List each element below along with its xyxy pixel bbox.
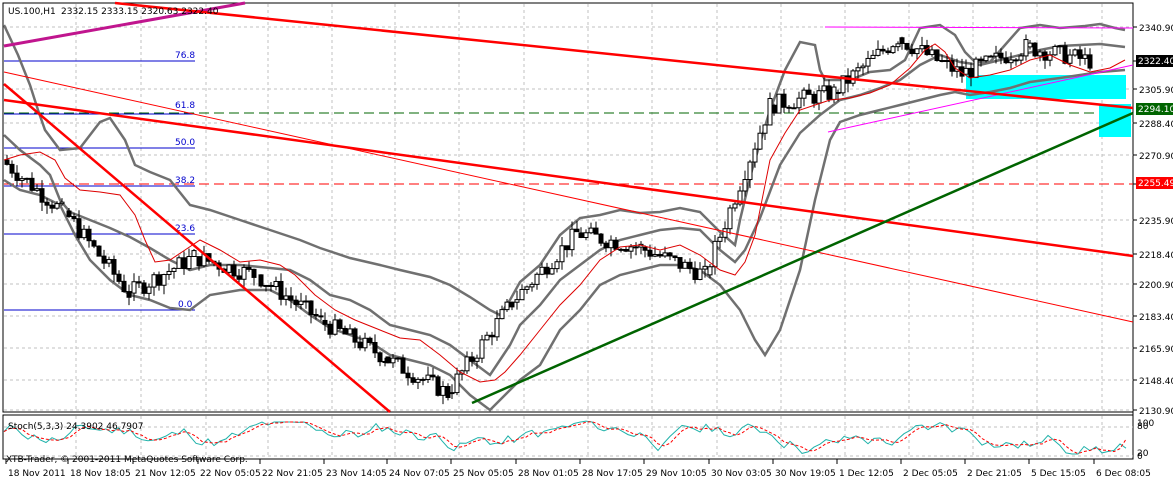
symbol-label: US.100,H1 <box>8 7 56 17</box>
stochastic-signal-line <box>3 421 1127 455</box>
price-tick-label: 2340.90 <box>1139 24 1173 34</box>
time-tick-label: 30 Nov 19:05 <box>775 469 836 479</box>
time-tick-label: 1 Dec 12:05 <box>839 469 894 479</box>
fib-label-61-8: 61.8 <box>175 101 195 111</box>
moving-average-line <box>3 43 1126 383</box>
stoch-scale-100: 100 <box>1137 419 1154 429</box>
price-tick-label: 2200.90 <box>1139 281 1173 291</box>
price-tick-label: 2165.90 <box>1139 345 1173 355</box>
price-tick-label: 2183.40 <box>1139 313 1173 323</box>
time-tick-label: 28 Nov 17:05 <box>582 469 643 479</box>
time-tick-label: 18 Nov 2011 <box>8 469 66 479</box>
time-tick-label: 29 Nov 10:05 <box>646 469 707 479</box>
price-tick-label: 2130.90 <box>1139 407 1173 417</box>
candlesticks <box>4 34 1093 405</box>
time-tick-label: 28 Nov 01:05 <box>518 469 579 479</box>
time-tick-label: 24 Nov 07:05 <box>389 469 450 479</box>
price-tick-label: 2288.40 <box>1139 120 1173 130</box>
time-tick-label: 2 Dec 05:05 <box>903 469 958 479</box>
green-line-price-label: 2294.10 <box>1136 103 1173 115</box>
fib-label-38-2: 38.2 <box>175 176 195 186</box>
red-trendline-upper <box>114 1 1134 110</box>
red-trendline-steep <box>3 83 391 413</box>
time-tick-label: 18 Nov 18:05 <box>70 469 131 479</box>
time-tick-label: 5 Dec 15:05 <box>1031 469 1086 479</box>
stoch-scale-80: 80 <box>1137 422 1149 432</box>
time-tick-label: 2 Dec 21:05 <box>967 469 1022 479</box>
fib-label-0-0: 0.0 <box>178 300 193 310</box>
fib-label-76-8: 76.8 <box>175 51 195 61</box>
magenta-support-line <box>827 64 1134 133</box>
ohlc-label: 2332.15 2333.15 2320.63 2322.40 <box>61 7 219 17</box>
time-axis[interactable]: 18 Nov 2011 18 Nov 18:05 21 Nov 12:05 22 No… <box>5 459 1151 479</box>
time-tick-label: 21 Nov 12:05 <box>135 469 196 479</box>
bollinger-bands <box>2 22 1126 412</box>
current-price-label: 2322.40 <box>1136 55 1173 67</box>
stochastic-frame <box>2 414 1134 460</box>
red-line-price-label: 2255.49 <box>1136 177 1173 189</box>
stochastic-main-line <box>3 420 1127 455</box>
red-trendline-thin <box>3 71 1134 323</box>
time-tick-label: 22 Nov 21:05 <box>262 469 323 479</box>
green-trendline <box>471 111 1134 405</box>
price-tick-label: 2218.40 <box>1139 251 1173 261</box>
magenta-resistance-line <box>824 26 1134 29</box>
svg-text:2294.10: 2294.10 <box>1138 105 1173 115</box>
time-tick-label: 23 Nov 14:05 <box>326 469 387 479</box>
price-tick-label: 2235.90 <box>1139 217 1173 227</box>
price-tick-label: 2270.90 <box>1139 152 1173 162</box>
price-axis[interactable]: 2340.90 2305.90 2288.40 2270.90 2235.90 2218.… <box>1133 24 1173 417</box>
cyan-zone-upper[interactable] <box>966 75 1126 99</box>
price-tick-label: 2305.90 <box>1139 86 1173 96</box>
fib-label-23-6: 23.6 <box>175 224 195 234</box>
time-tick-label: 30 Nov 03:05 <box>711 469 772 479</box>
svg-text:2322.40: 2322.40 <box>1138 57 1173 67</box>
svg-text:2255.49: 2255.49 <box>1138 179 1173 189</box>
stoch-scale-0: 0 <box>1137 452 1143 462</box>
red-trendline-middle <box>3 98 1134 258</box>
stoch-scale-20: 20 <box>1137 449 1149 459</box>
stochastic-label: Stoch(5,3,3) 24.3902 46.7907 <box>8 422 143 432</box>
time-tick-label: 25 Nov 05:05 <box>453 469 514 479</box>
price-tick-label: 2148.40 <box>1139 377 1173 387</box>
copyright-text: XTB-Trader, © 2001-2011 MetaQuotes Softw… <box>6 455 248 465</box>
magenta-trendline-top <box>3 1 246 48</box>
trendlines[interactable] <box>3 1 1134 413</box>
fib-label-50-0: 50.0 <box>175 138 195 148</box>
main-chart-frame <box>2 2 1134 413</box>
time-tick-label: 22 Nov 05:05 <box>200 469 261 479</box>
time-tick-label: 6 Dec 08:05 <box>1096 469 1151 479</box>
